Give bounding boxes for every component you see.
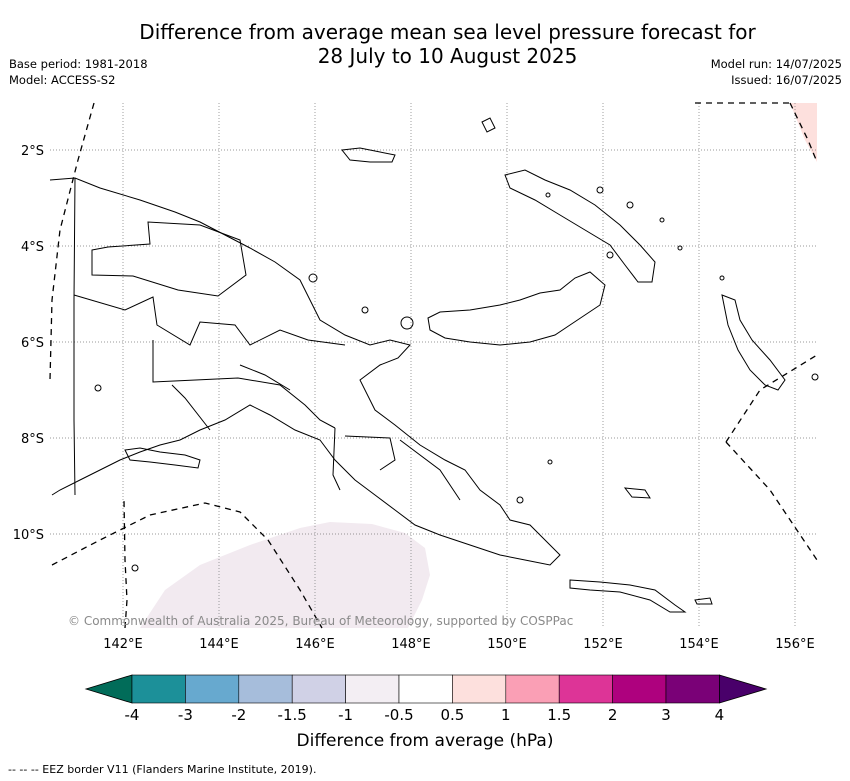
colorbar-segment bbox=[345, 674, 400, 704]
colorbar-tick-label: 0.5 bbox=[440, 706, 464, 724]
lon-label: 142°E bbox=[103, 637, 143, 652]
colorbar bbox=[84, 674, 768, 704]
colorbar-tick-label: 3 bbox=[661, 706, 671, 724]
graticule bbox=[50, 103, 817, 628]
colorbar-tick-label: 1 bbox=[501, 706, 511, 724]
latitude-labels: 2°S 4°S 6°S 8°S 10°S bbox=[13, 144, 44, 543]
model-info-left: Base period: 1981-2018 Model: ACCESS-S2 bbox=[9, 56, 148, 88]
eez-borders bbox=[49, 102, 818, 629]
anomaly-area-negative bbox=[140, 522, 430, 628]
model-run: Model run: 14/07/2025 bbox=[710, 57, 842, 71]
map-plot-area bbox=[49, 102, 819, 629]
coastlines bbox=[49, 117, 819, 613]
model-info-right: Model run: 14/07/2025 Issued: 16/07/2025 bbox=[711, 56, 842, 88]
colorbar-tick-label: 2 bbox=[608, 706, 618, 724]
colorbar-segment bbox=[452, 674, 507, 704]
colorbar-segment bbox=[291, 674, 346, 704]
colorbar-tick-label: -1.5 bbox=[278, 706, 307, 724]
colorbar-arrow-right bbox=[719, 674, 768, 704]
title-line-1: Difference from average mean sea level p… bbox=[139, 20, 756, 44]
colorbar-segment bbox=[131, 674, 186, 704]
lat-label: 2°S bbox=[21, 144, 44, 159]
copyright-notice: © Commonwealth of Australia 2025, Bureau… bbox=[68, 614, 574, 628]
colorbar-segment bbox=[612, 674, 667, 704]
colorbar-tick-label: 1.5 bbox=[547, 706, 571, 724]
colorbar-tick-label: -2 bbox=[231, 706, 246, 724]
lon-label: 150°E bbox=[487, 637, 527, 652]
colorbar-tick-label: -1 bbox=[338, 706, 353, 724]
eez-footnote: -- -- -- EEZ border V11 (Flanders Marine… bbox=[8, 763, 317, 776]
colorbar-segment bbox=[185, 674, 240, 704]
lat-label: 10°S bbox=[13, 528, 44, 543]
colorbar-segment bbox=[665, 674, 720, 704]
colorbar-segment bbox=[238, 674, 293, 704]
lon-label: 146°E bbox=[295, 637, 335, 652]
colorbar-tick-label: -4 bbox=[125, 706, 140, 724]
lon-label: 154°E bbox=[679, 637, 719, 652]
issued-date: Issued: 16/07/2025 bbox=[731, 73, 842, 87]
colorbar-tick-label: -3 bbox=[178, 706, 193, 724]
lon-label: 144°E bbox=[199, 637, 239, 652]
colorbar-segment bbox=[558, 674, 613, 704]
colorbar-segment bbox=[398, 674, 453, 704]
lat-label: 8°S bbox=[21, 432, 44, 447]
title-line-2: 28 July to 10 August 2025 bbox=[317, 44, 578, 68]
lat-label: 6°S bbox=[21, 336, 44, 351]
colorbar-tick-label: -0.5 bbox=[384, 706, 413, 724]
model-name: Model: ACCESS-S2 bbox=[9, 73, 116, 87]
colorbar-ticks: -4 -3 -2 -1.5 -1 -0.5 0.5 1 1.5 2 3 4 bbox=[125, 706, 725, 724]
longitude-labels: 142°E 144°E 146°E 148°E 150°E 152°E 154°… bbox=[103, 637, 815, 652]
colorbar-segment bbox=[505, 674, 560, 704]
lon-label: 148°E bbox=[391, 637, 431, 652]
map-title: Difference from average mean sea level p… bbox=[0, 20, 850, 68]
colorbar-arrow-left bbox=[84, 674, 133, 704]
colorbar-label: Difference from average (hPa) bbox=[296, 731, 554, 751]
lat-label: 4°S bbox=[21, 240, 44, 255]
lon-label: 152°E bbox=[583, 637, 623, 652]
colorbar-tick-label: 4 bbox=[715, 706, 725, 724]
lon-label: 156°E bbox=[775, 637, 815, 652]
base-period: Base period: 1981-2018 bbox=[9, 57, 148, 71]
